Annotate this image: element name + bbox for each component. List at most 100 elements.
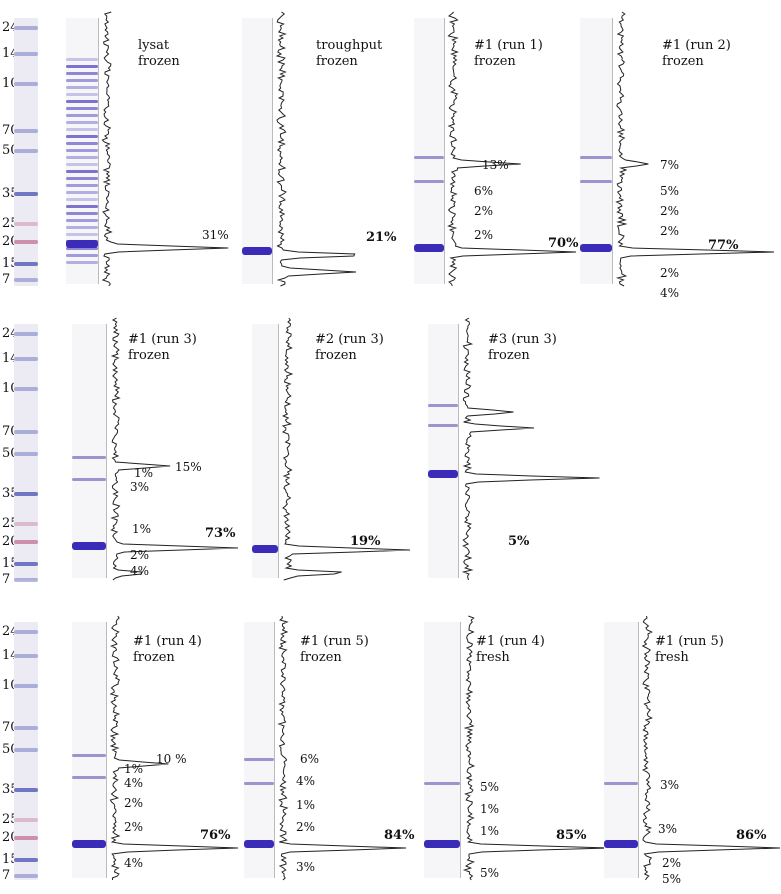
mw-label: 7 xyxy=(2,868,11,883)
marker-band xyxy=(14,149,38,153)
panel-title-line: #1 (run 4) xyxy=(133,634,202,649)
band-percentage: 1% xyxy=(480,824,500,838)
lane-band xyxy=(66,212,98,215)
densitometry-trace xyxy=(281,317,411,581)
densitometry-trace xyxy=(615,11,775,287)
lane-band xyxy=(66,163,98,166)
band-percentage: 4% xyxy=(660,286,680,300)
lane-band xyxy=(66,170,98,173)
lane-band xyxy=(424,840,460,848)
lane-band xyxy=(66,58,98,61)
gel-lane xyxy=(244,622,275,878)
panel-title: #1 (run 5) frozen xyxy=(300,634,369,666)
lane-band xyxy=(66,156,98,159)
band-percentage: 21% xyxy=(366,230,397,245)
gel-lane xyxy=(72,622,107,878)
panel-title: #1 (run 1) frozen xyxy=(474,38,543,70)
lane-band xyxy=(66,65,98,68)
figure-row: 2401401007050352520157#1 (run 4)frozen10… xyxy=(0,612,781,890)
panel-title-line: frozen xyxy=(133,650,175,665)
lane-band xyxy=(242,247,272,255)
lane-band xyxy=(428,424,458,427)
densitometry-trace xyxy=(462,615,610,881)
lane-band xyxy=(244,782,274,785)
panel-title-line: #1 (run 5) xyxy=(655,634,724,649)
densitometry-trace xyxy=(641,615,781,881)
marker-band xyxy=(14,129,38,133)
panel-title-line: #1 (run 1) xyxy=(474,38,543,53)
band-percentage: 5% xyxy=(508,534,530,549)
lane-band xyxy=(414,180,444,183)
marker-band xyxy=(14,748,38,752)
gel-lane xyxy=(604,622,639,878)
lane-band xyxy=(66,184,98,187)
lane-band xyxy=(72,456,106,459)
lane-band xyxy=(72,776,106,779)
lane-band xyxy=(580,244,612,252)
band-percentage: 70% xyxy=(548,236,579,251)
panel-title: #1 (run 4) fresh xyxy=(476,634,545,666)
marker-lane xyxy=(14,622,38,880)
panel-title-line: frozen xyxy=(662,54,704,69)
band-percentage: 73% xyxy=(205,526,236,541)
marker-band xyxy=(14,52,38,56)
band-percentage: 10 % xyxy=(156,752,187,766)
band-percentage: 3% xyxy=(296,860,316,874)
band-percentage: 5% xyxy=(480,866,500,880)
marker-lane xyxy=(14,324,38,582)
panel-title-line: #1 (run 5) xyxy=(300,634,369,649)
band-percentage: 2% xyxy=(660,204,680,218)
lane-band xyxy=(72,542,106,550)
gel-lane xyxy=(242,18,273,284)
marker-band xyxy=(14,522,38,526)
band-percentage: 1% xyxy=(132,522,152,536)
panel-title-line: frozen xyxy=(488,348,530,363)
lane-band xyxy=(604,782,638,785)
marker-band xyxy=(14,654,38,658)
band-percentage: 2% xyxy=(662,856,682,870)
band-percentage: 1% xyxy=(480,802,500,816)
panel-title: #1 (run 4) frozen xyxy=(133,634,202,666)
gel-lane xyxy=(72,324,107,578)
panel-title: troughput frozen xyxy=(316,38,382,70)
lane-band xyxy=(244,840,274,848)
lane-band xyxy=(66,86,98,89)
panel-title: #3 (run 3) frozen xyxy=(488,332,557,364)
lane-band xyxy=(66,149,98,152)
marker-band xyxy=(14,726,38,730)
band-percentage: 77% xyxy=(708,238,739,253)
band-percentage: 3% xyxy=(660,778,680,792)
figure-row: 2401401007050352520157lysatfrozen31%trou… xyxy=(0,8,781,300)
marker-band xyxy=(14,332,38,336)
panel-title-line: #1 (run 4) xyxy=(476,634,545,649)
band-percentage: 1% xyxy=(296,798,316,812)
lane-band xyxy=(72,754,106,757)
band-percentage: 4% xyxy=(124,776,144,790)
marker-band xyxy=(14,578,38,582)
densitometry-trace xyxy=(275,11,357,287)
panel-title: #1 (run 2) frozen xyxy=(662,38,731,70)
band-percentage: 4% xyxy=(124,856,144,870)
lane-band xyxy=(66,205,98,208)
band-percentage: 3% xyxy=(658,822,678,836)
marker-band xyxy=(14,278,38,282)
lane-band xyxy=(66,240,98,248)
densitometry-trace xyxy=(109,615,239,881)
band-percentage: 5% xyxy=(660,184,680,198)
marker-lane xyxy=(14,18,38,286)
band-percentage: 4% xyxy=(130,564,150,578)
figure-row: 2401401007050352520157#1 (run 3)frozen15… xyxy=(0,314,781,590)
panel-title-line: frozen xyxy=(316,54,358,69)
lane-band xyxy=(72,478,106,481)
mw-label: 7 xyxy=(2,272,11,287)
lane-band xyxy=(66,114,98,117)
marker-band xyxy=(14,874,38,878)
lane-band xyxy=(66,191,98,194)
panel-title-line: troughput xyxy=(316,38,383,53)
densitometry-trace xyxy=(101,11,229,287)
band-percentage: 85% xyxy=(556,828,587,843)
gel-lane xyxy=(414,18,445,284)
panel-title: #2 (run 3) frozen xyxy=(315,332,384,364)
marker-band xyxy=(14,630,38,634)
